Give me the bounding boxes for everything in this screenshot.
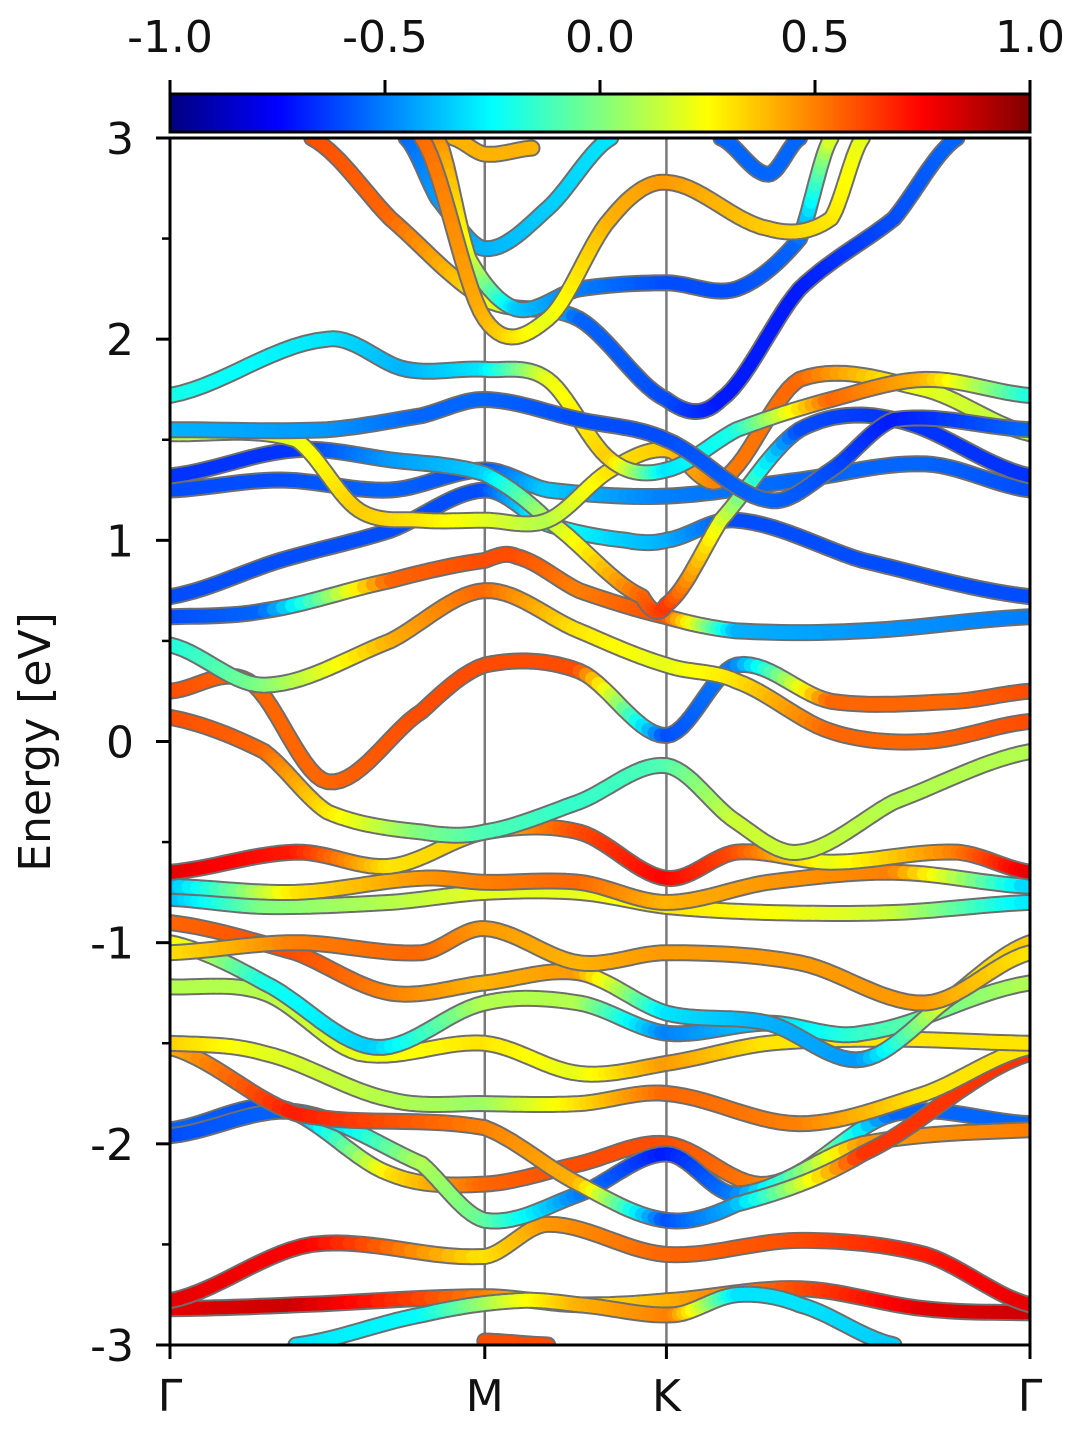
band-26 <box>413 138 871 346</box>
x-tick-label: M <box>466 1371 504 1422</box>
colorbar: -1.0 -0.5 0.0 0.5 1.0 <box>127 12 1065 134</box>
band-9 <box>170 920 1030 1012</box>
band-13 <box>170 708 1030 861</box>
band-12 <box>170 818 1030 888</box>
band-4 <box>170 1038 1030 1230</box>
band-11 <box>170 863 1030 911</box>
band-17 <box>170 481 1030 606</box>
band-15 <box>170 582 1030 751</box>
colorbar-bar <box>168 92 1032 134</box>
band-5 <box>170 1034 1030 1133</box>
band-segment <box>1013 895 1030 910</box>
x-tick-label: Γ <box>158 1371 183 1422</box>
band-segment <box>1013 422 1030 437</box>
band-segment <box>1011 976 1030 992</box>
colorbar-tick-label: 1.0 <box>995 12 1065 63</box>
colorbar-tick-label: 0.5 <box>780 12 850 63</box>
y-tick-label: -1 <box>90 919 134 970</box>
band-16 <box>170 545 1030 642</box>
colorbar-tick-label: 0.0 <box>565 12 635 63</box>
band-outline <box>170 582 1030 751</box>
colorbar-tick-label: -1.0 <box>127 12 213 63</box>
band-27 <box>444 138 541 163</box>
band-segment <box>1011 588 1030 604</box>
y-tick-label: -3 <box>90 1321 134 1372</box>
colorbar-ticks: -1.0 -0.5 0.0 0.5 1.0 <box>127 12 1065 94</box>
band-20 <box>170 364 1030 533</box>
band-segment <box>1013 467 1030 483</box>
plot-area: -3 -2 -1 0 1 2 3 Γ M K Γ <box>90 114 1043 1422</box>
band-segment <box>1011 610 1030 624</box>
bands-layer <box>170 138 1030 1345</box>
band-1 <box>170 1215 1030 1314</box>
band-outline <box>170 481 1030 606</box>
y-axis-label: Energy [eV] <box>10 612 61 872</box>
x-tick-label: K <box>652 1371 682 1422</box>
band-segment <box>1013 879 1030 893</box>
band-28 <box>712 138 809 183</box>
y-tick-label: 1 <box>106 516 134 567</box>
band-22 <box>170 391 1030 510</box>
band-14 <box>170 652 1030 791</box>
colorbar-tick-label: -0.5 <box>342 12 428 63</box>
y-tick-label: -2 <box>90 1120 134 1171</box>
x-tick-label: Γ <box>1018 1371 1043 1422</box>
band-segment <box>1013 745 1030 761</box>
y-tick-label: 2 <box>106 315 134 366</box>
band-21 <box>170 330 1030 482</box>
y-tick-label: 3 <box>106 114 134 165</box>
y-axis: -3 -2 -1 0 1 2 3 <box>90 114 170 1372</box>
y-tick-label: 0 <box>106 718 134 769</box>
